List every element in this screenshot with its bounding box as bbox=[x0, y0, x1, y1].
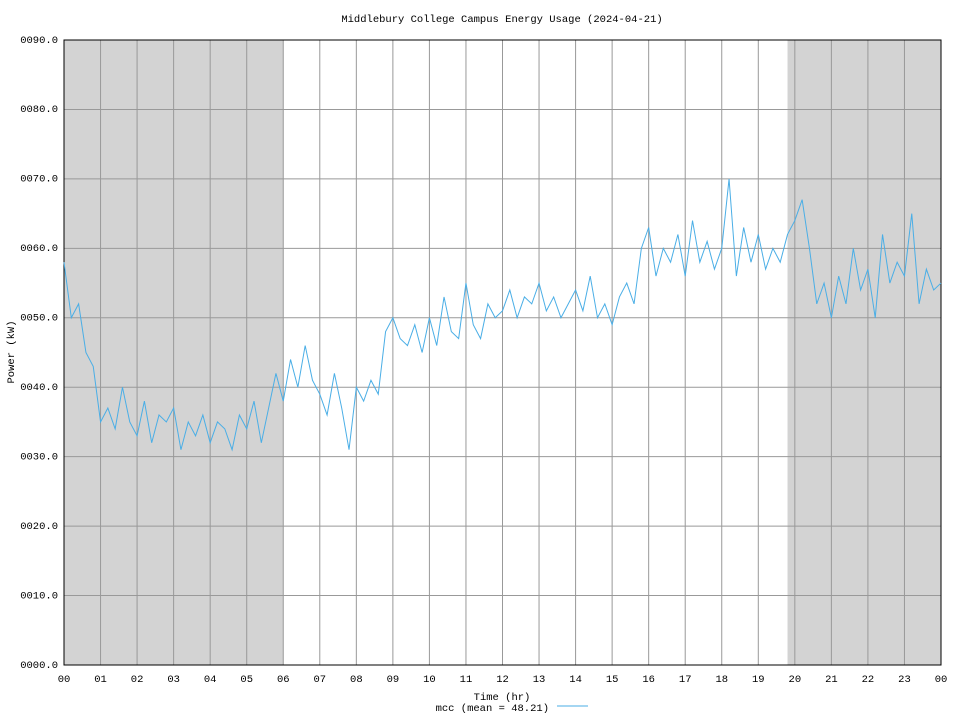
shaded-region bbox=[787, 40, 941, 665]
x-tick-label: 14 bbox=[569, 674, 582, 686]
x-tick-label: 07 bbox=[313, 674, 326, 686]
x-tick-label: 04 bbox=[204, 674, 217, 686]
x-tick-label: 23 bbox=[898, 674, 911, 686]
x-tick-label: 02 bbox=[131, 674, 144, 686]
x-tick-label: 01 bbox=[94, 674, 107, 686]
y-tick-label: 0030.0 bbox=[20, 451, 58, 463]
x-tick-label: 13 bbox=[533, 674, 546, 686]
x-tick-label: 18 bbox=[715, 674, 728, 686]
x-tick-label: 03 bbox=[167, 674, 180, 686]
x-tick-label: 19 bbox=[752, 674, 765, 686]
data-line bbox=[63, 178, 942, 452]
x-tick-label: 05 bbox=[240, 674, 253, 686]
y-axis-label: Power (kW) bbox=[6, 320, 18, 383]
x-tick-label: 11 bbox=[460, 674, 473, 686]
x-tick-label: 10 bbox=[423, 674, 436, 686]
chart-title: Middlebury College Campus Energy Usage (… bbox=[341, 14, 662, 26]
legend-label: mcc (mean = 48.21) bbox=[436, 703, 549, 715]
x-tick-label: 21 bbox=[825, 674, 838, 686]
x-tick-label: 12 bbox=[496, 674, 509, 686]
x-tick-label: 16 bbox=[642, 674, 655, 686]
x-tick-label: 09 bbox=[387, 674, 400, 686]
x-tick-label: 00 bbox=[935, 674, 948, 686]
x-axis-label: Time (hr) bbox=[474, 692, 531, 704]
x-tick-label: 22 bbox=[862, 674, 875, 686]
y-tick-label: 0000.0 bbox=[20, 660, 58, 672]
y-tick-label: 0050.0 bbox=[20, 313, 58, 325]
y-tick-label: 0060.0 bbox=[20, 243, 58, 255]
x-tick-label: 17 bbox=[679, 674, 692, 686]
y-tick-label: 0080.0 bbox=[20, 104, 58, 116]
y-tick-label: 0070.0 bbox=[20, 174, 58, 186]
y-tick-label: 0090.0 bbox=[20, 35, 58, 47]
x-tick-label: 20 bbox=[789, 674, 802, 686]
plot-frame bbox=[63, 39, 942, 666]
y-tick-label: 0040.0 bbox=[20, 382, 58, 394]
x-tick-label: 15 bbox=[606, 674, 619, 686]
x-tick-label: 00 bbox=[58, 674, 71, 686]
x-tick-label: 06 bbox=[277, 674, 290, 686]
y-tick-label: 0020.0 bbox=[20, 521, 58, 533]
y-tick-label: 0010.0 bbox=[20, 590, 58, 602]
x-tick-label: 08 bbox=[350, 674, 363, 686]
